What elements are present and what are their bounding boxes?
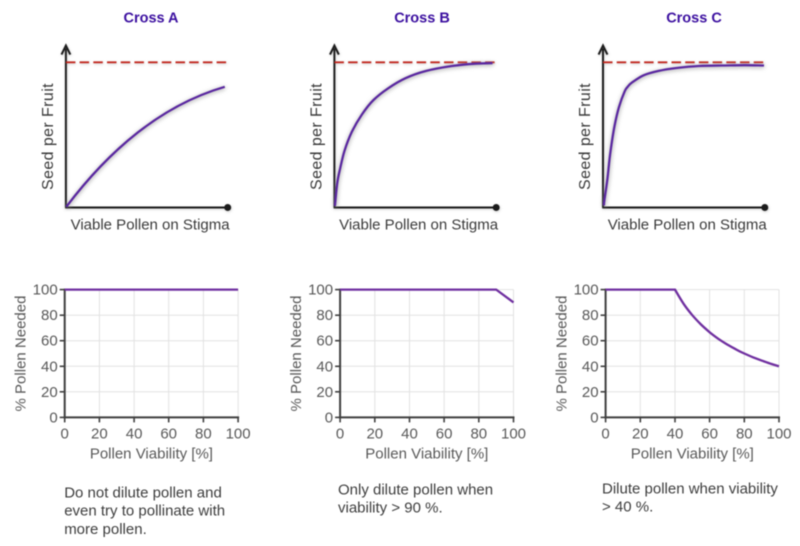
svg-text:Viable Pollen on Stigma: Viable Pollen on Stigma xyxy=(608,217,768,234)
svg-text:Seed per Fruit: Seed per Fruit xyxy=(577,83,594,190)
svg-text:100: 100 xyxy=(501,426,526,443)
svg-text:100: 100 xyxy=(308,282,333,299)
svg-text:20: 20 xyxy=(366,426,383,443)
svg-text:60: 60 xyxy=(436,426,453,443)
svg-text:80: 80 xyxy=(582,307,599,324)
svg-text:100: 100 xyxy=(766,426,791,443)
svg-text:80: 80 xyxy=(195,426,212,443)
svg-text:% Pollen Needed: % Pollen Needed xyxy=(553,296,570,412)
svg-text:20: 20 xyxy=(91,426,108,443)
svg-text:100: 100 xyxy=(226,426,251,443)
svg-text:Cross C: Cross C xyxy=(666,11,722,27)
svg-text:80: 80 xyxy=(736,426,753,443)
svg-text:40: 40 xyxy=(667,426,684,443)
svg-text:60: 60 xyxy=(316,333,333,350)
svg-text:100: 100 xyxy=(574,282,599,299)
svg-text:Viable Pollen on Stigma: Viable Pollen on Stigma xyxy=(71,217,231,234)
svg-text:Cross A: Cross A xyxy=(123,11,179,27)
svg-text:60: 60 xyxy=(41,333,58,350)
svg-text:100: 100 xyxy=(33,282,58,299)
svg-text:% Pollen Needed: % Pollen Needed xyxy=(288,296,305,412)
svg-text:20: 20 xyxy=(41,384,58,401)
svg-text:0: 0 xyxy=(336,426,344,443)
svg-text:0: 0 xyxy=(325,409,333,426)
svg-text:% Pollen Needed: % Pollen Needed xyxy=(13,296,30,412)
svg-text:60: 60 xyxy=(160,426,177,443)
svg-text:80: 80 xyxy=(41,307,58,324)
svg-text:20: 20 xyxy=(582,384,599,401)
svg-text:Dilute pollen when viability>: Dilute pollen when viability > 40 %. xyxy=(602,480,778,515)
svg-text:0: 0 xyxy=(61,426,69,443)
svg-text:80: 80 xyxy=(316,307,333,324)
svg-text:Viable Pollen on Stigma: Viable Pollen on Stigma xyxy=(339,217,499,234)
svg-text:20: 20 xyxy=(632,426,649,443)
svg-text:0: 0 xyxy=(590,409,598,426)
svg-text:Pollen Viability [%]: Pollen Viability [%] xyxy=(90,445,213,462)
svg-text:80: 80 xyxy=(470,426,487,443)
svg-text:40: 40 xyxy=(41,358,58,375)
svg-text:Pollen Viability [%]: Pollen Viability [%] xyxy=(631,445,754,462)
svg-text:40: 40 xyxy=(316,358,333,375)
svg-text:40: 40 xyxy=(582,358,599,375)
svg-text:0: 0 xyxy=(601,426,609,443)
svg-text:Seed per Fruit: Seed per Fruit xyxy=(40,83,57,190)
svg-text:60: 60 xyxy=(582,333,599,350)
svg-text:40: 40 xyxy=(126,426,143,443)
svg-text:20: 20 xyxy=(316,384,333,401)
svg-text:Cross B: Cross B xyxy=(394,11,450,27)
svg-text:60: 60 xyxy=(701,426,718,443)
svg-text:0: 0 xyxy=(49,409,57,426)
svg-text:40: 40 xyxy=(401,426,418,443)
svg-text:Pollen Viability [%]: Pollen Viability [%] xyxy=(365,445,488,462)
svg-text:Seed per Fruit: Seed per Fruit xyxy=(309,83,326,190)
